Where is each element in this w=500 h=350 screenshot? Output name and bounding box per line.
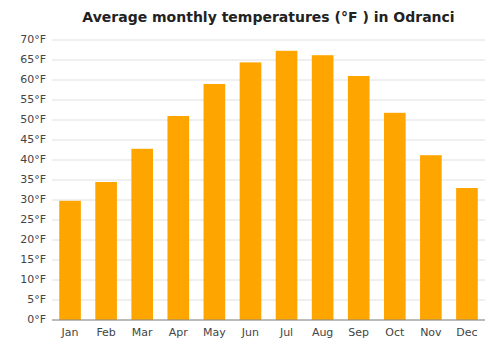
y-tick-label: 35°F xyxy=(20,173,46,186)
x-tick-label: Jan xyxy=(61,326,79,339)
bar xyxy=(167,116,189,320)
grid-line xyxy=(52,100,485,101)
x-tick-label: Dec xyxy=(456,326,477,339)
y-tick-label: 10°F xyxy=(20,273,46,286)
bar xyxy=(95,182,117,320)
y-tick-label: 45°F xyxy=(20,133,46,146)
x-tick-label: Jul xyxy=(279,326,293,339)
grid-line xyxy=(52,120,485,121)
x-tick-label: Aug xyxy=(312,326,333,339)
bar xyxy=(348,76,370,320)
y-tick-label: 55°F xyxy=(20,93,46,106)
y-tick-label: 20°F xyxy=(20,233,46,246)
y-tick-label: 70°F xyxy=(20,33,46,46)
y-tick-label: 60°F xyxy=(20,73,46,86)
x-axis-line xyxy=(52,320,485,321)
chart-container: 0°F 5°F 10°F 15°F 20°F 25°F 30°F 35°F 40°F 45°F 50… xyxy=(0,0,500,350)
y-tick-labels: 0°F 5°F 10°F 15°F 20°F 25°F 30°F 35°F 40°F 45°F 50… xyxy=(20,33,46,326)
bar xyxy=(59,201,81,320)
bar xyxy=(420,155,442,320)
y-tick-label: 40°F xyxy=(20,153,46,166)
y-tick-label: 5°F xyxy=(27,293,46,306)
x-tick-label: Jun xyxy=(241,326,259,339)
x-tick-label: Mar xyxy=(132,326,153,339)
x-tick-label: Apr xyxy=(169,326,189,339)
x-tick-label: Sep xyxy=(348,326,369,339)
bar xyxy=(312,55,334,320)
x-tick-labels: Jan Feb Mar Apr May Jun Jul Aug Sep Oct Nov Dec xyxy=(61,326,478,339)
bar xyxy=(456,188,478,320)
bar xyxy=(384,113,406,320)
chart-svg: 0°F 5°F 10°F 15°F 20°F 25°F 30°F 35°F 40°F 45°F 50… xyxy=(0,0,500,350)
y-tick-label: 25°F xyxy=(20,213,46,226)
bar xyxy=(204,84,226,320)
grid-line xyxy=(52,320,485,321)
y-tick-label: 65°F xyxy=(20,53,46,66)
x-tick-label: Nov xyxy=(420,326,442,339)
x-tick-label: Feb xyxy=(96,326,115,339)
title: Average monthly temperatures (°F ) in Od… xyxy=(82,9,454,25)
y-tick-label: 30°F xyxy=(20,193,46,206)
grid-line xyxy=(52,140,485,141)
grid-line xyxy=(52,60,485,61)
grid-line xyxy=(52,80,485,81)
grid-line xyxy=(52,40,485,41)
y-tick-label: 0°F xyxy=(27,313,46,326)
x-tick-label: Oct xyxy=(385,326,405,339)
bar xyxy=(131,149,153,320)
y-tick-label: 15°F xyxy=(20,253,46,266)
bar xyxy=(240,62,262,320)
y-tick-label: 50°F xyxy=(20,113,46,126)
bars xyxy=(59,51,478,320)
x-tick-label: May xyxy=(203,326,226,339)
y-grid xyxy=(52,40,485,320)
bar xyxy=(276,51,298,320)
